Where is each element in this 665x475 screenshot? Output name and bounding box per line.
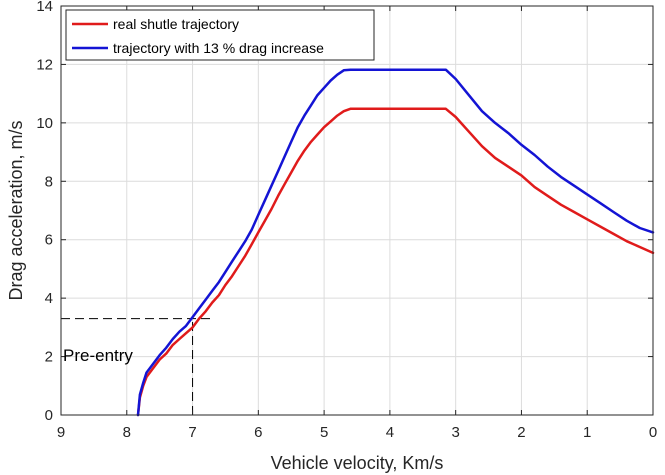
legend-label-real-trajectory: real shutle trajectory [113, 16, 239, 32]
x-tick-label-0: 9 [57, 424, 65, 441]
y-tick-label-6: 12 [36, 56, 53, 73]
y-tick-label-3: 6 [45, 232, 53, 249]
legend: real shutle trajectory trajectory with 1… [65, 9, 375, 61]
x-tick-label-4: 5 [320, 424, 328, 441]
y-tick-label-7: 14 [36, 0, 53, 15]
series-line-1 [136, 68, 655, 417]
x-tick-label-3: 6 [254, 424, 262, 441]
x-tick-label-9: 0 [649, 424, 657, 441]
plot-area [61, 6, 653, 415]
y-tick-label-5: 10 [36, 115, 53, 132]
y-tick-label-4: 8 [45, 173, 53, 190]
x-tick-label-7: 2 [517, 424, 525, 441]
x-axis-label: Vehicle velocity, Km/s [271, 453, 444, 473]
legend-box [65, 9, 375, 61]
x-tick-label-2: 7 [188, 424, 196, 441]
annotations: Pre-entry [63, 346, 133, 365]
y-axis-label: Drag acceleration, m/s [6, 120, 26, 300]
series-lines [136, 68, 655, 417]
y-tick-label-1: 2 [45, 349, 53, 366]
series-line-0 [136, 107, 655, 417]
plot-frame [60, 5, 654, 416]
x-tick-label-8: 1 [583, 424, 591, 441]
y-tick-label-0: 0 [45, 407, 53, 424]
annotation-pre-entry: Pre-entry [63, 346, 133, 365]
x-tick-label-1: 8 [123, 424, 131, 441]
reference-lines [61, 318, 213, 415]
x-tick-label-5: 4 [386, 424, 394, 441]
x-tick-label-6: 3 [451, 424, 459, 441]
y-tick-label-2: 4 [45, 290, 53, 307]
legend-label-drag-increase: trajectory with 13 % drag increase [113, 40, 324, 56]
